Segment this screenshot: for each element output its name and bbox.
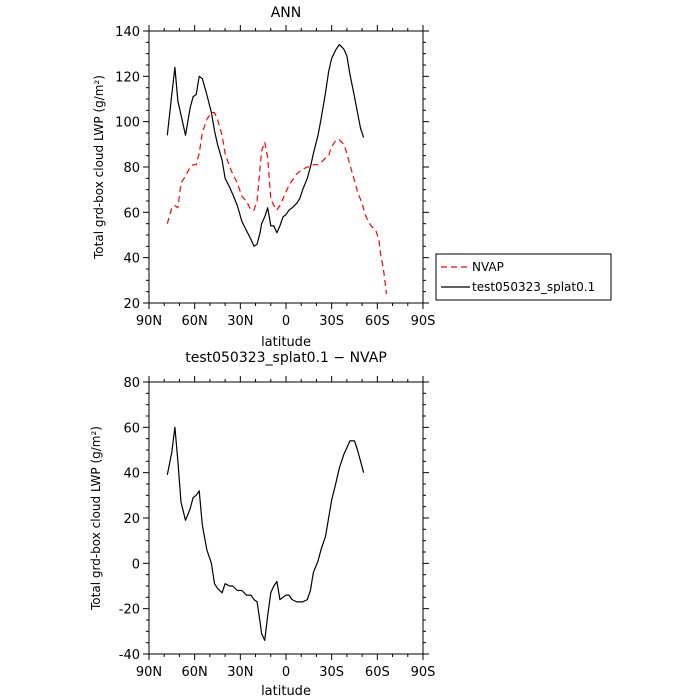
series-line-nvap	[166, 112, 388, 294]
x-tick-label: 0	[282, 665, 290, 680]
x-tick-label: 0	[282, 314, 290, 329]
legend-label-nvap: NVAP	[472, 260, 504, 274]
x-tick-label: 60N	[182, 665, 208, 680]
x-tick-label: 60S	[365, 314, 390, 329]
panel-difference: test050323_splat0.1 − NVAP 90N 60N 30N 0 30S…	[89, 350, 435, 699]
legend-box	[435, 253, 612, 301]
x-tick-label: 30S	[319, 314, 344, 329]
x-tick-label: 90N	[136, 665, 162, 680]
x-tick-label: 90N	[136, 314, 162, 329]
y-tick-label: 20	[123, 512, 140, 527]
y-tick-label: 60	[123, 206, 140, 221]
x-tick-label: 60S	[365, 665, 390, 680]
y-tick-label: 80	[123, 161, 140, 176]
chart-title: test050323_splat0.1 − NVAP	[185, 350, 387, 366]
x-tick-label: 60N	[182, 314, 208, 329]
y-tick-label: 40	[123, 252, 140, 267]
y-tick-label: 0	[132, 557, 140, 572]
legend-label-test: test050323_splat0.1	[472, 280, 595, 294]
x-tick-label: 90S	[411, 314, 436, 329]
y-tick-label: 100	[115, 116, 140, 131]
y-tick-label: 80	[123, 376, 140, 391]
y-tick-label: -40	[119, 648, 140, 663]
y-tick-label: 140	[115, 25, 140, 40]
y-tick-label: 120	[115, 70, 140, 85]
panel-ann: ANN 90N 60N 30N 0 30S 60S 90S 20 40 60 80 100 120 140…	[92, 5, 612, 350]
axis-ticks: 90N 60N 30N 0 30S 60S 90S 20 40 60 80 100 120 140	[115, 25, 435, 329]
series-line-test050323-splat0-1	[166, 44, 365, 247]
y-tick-label: -20	[119, 603, 140, 618]
plot-frame	[148, 381, 424, 655]
x-tick-label: 90S	[411, 665, 436, 680]
legend: NVAP test050323_splat0.1	[435, 253, 612, 301]
y-tick-label: 60	[123, 421, 140, 436]
x-axis-label: latitude	[261, 684, 311, 699]
y-tick-label: 20	[123, 297, 140, 312]
x-tick-label: 30N	[227, 314, 253, 329]
y-tick-label: 40	[123, 467, 140, 482]
y-axis-label: Total grd-box cloud LWP (g/m²)	[92, 75, 106, 260]
series-layer	[166, 426, 365, 641]
x-axis-label: latitude	[261, 335, 311, 350]
axis-ticks: 90N 60N 30N 0 30S 60S 90S -40 -20 0 20 40 60 80	[119, 376, 436, 680]
y-axis-label: Total grd-box cloud LWP (g/m²)	[89, 426, 103, 611]
chart-title: ANN	[271, 5, 302, 21]
series-layer	[166, 44, 388, 294]
series-line-0	[166, 426, 365, 641]
x-tick-label: 30N	[227, 665, 253, 680]
x-tick-label: 30S	[319, 665, 344, 680]
